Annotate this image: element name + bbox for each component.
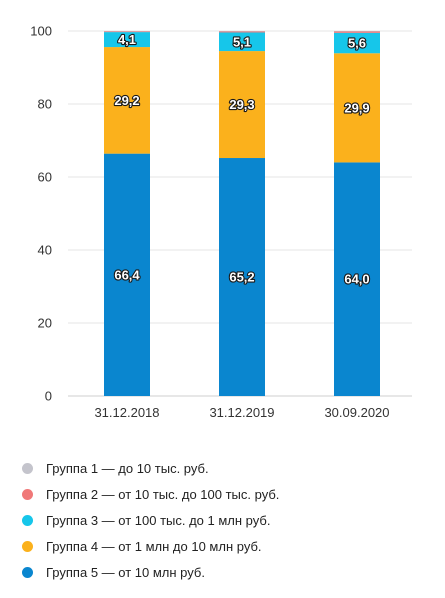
legend: Группа 1 — до 10 тыс. руб. Группа 2 — от … [22,455,432,585]
bar-segment [219,51,265,159]
bar-segment [334,53,380,163]
legend-label: Группа 3 — от 100 тыс. до 1 млн руб. [46,512,271,528]
bar-segment [104,32,150,48]
data-label: 5,1 [233,34,251,49]
bar-segment [334,32,380,54]
bar-segment [219,158,265,396]
data-label: 29,3 [229,97,254,112]
bar-segment [104,153,150,396]
bar-segment [219,31,265,33]
bar-segment [219,32,265,52]
data-label: 29,9 [344,100,369,115]
bar-segment [104,47,150,154]
bar-segment [334,162,380,396]
legend-swatch [22,514,33,526]
y-tick-label: 40 [38,243,52,258]
bars [104,31,380,396]
legend-item: Группа 1 — до 10 тыс. руб. [22,455,432,481]
y-tick-label: 100 [30,24,52,39]
legend-swatch [22,462,33,474]
legend-item: Группа 5 — от 10 млн руб. [22,559,432,585]
data-labels: 66,4 29,2 4,1 65,2 29,3 5,1 64,0 29,9 5,6 [113,31,371,288]
x-tick-label: 30.09.2020 [324,405,389,420]
data-label: 64,0 [344,272,369,287]
legend-label: Группа 4 — от 1 млн до 10 млн руб. [46,538,262,554]
legend-item: Группа 4 — от 1 млн до 10 млн руб. [22,533,432,559]
bar-segment [219,31,265,32]
data-label: 4,1 [118,32,136,47]
legend-label: Группа 5 — от 10 млн руб. [46,564,205,580]
bar-segment [334,31,380,32]
x-tick-label: 31.12.2019 [209,405,274,420]
y-axis: 0 20 40 60 80 100 [30,24,52,404]
y-tick-label: 20 [38,316,52,331]
bar-segment [104,31,150,32]
data-label: 66,4 [114,267,140,282]
data-label: 5,6 [348,36,366,51]
x-tick-label: 31.12.2018 [94,405,159,420]
legend-label: Группа 1 — до 10 тыс. руб. [46,460,209,476]
bar-segment [334,31,380,33]
legend-label: Группа 2 — от 10 тыс. до 100 тыс. руб. [46,486,280,502]
x-axis: 31.12.2018 31.12.2019 30.09.2020 [94,405,389,420]
y-tick-label: 0 [45,389,52,404]
y-tick-label: 60 [38,170,52,185]
bar-segment [104,31,150,33]
stacked-bar-chart: 0 20 40 60 80 100 66,4 29,2 4,1 65,2 29,3 5,1 64,0 2… [30,24,412,420]
legend-item: Группа 2 — от 10 тыс. до 100 тыс. руб. [22,481,432,507]
legend-swatch [22,540,33,552]
legend-swatch [22,488,33,500]
data-label: 29,2 [114,93,139,108]
y-tick-label: 80 [38,97,52,112]
data-label: 65,2 [229,270,254,285]
legend-swatch [22,566,33,578]
legend-item: Группа 3 — от 100 тыс. до 1 млн руб. [22,507,432,533]
